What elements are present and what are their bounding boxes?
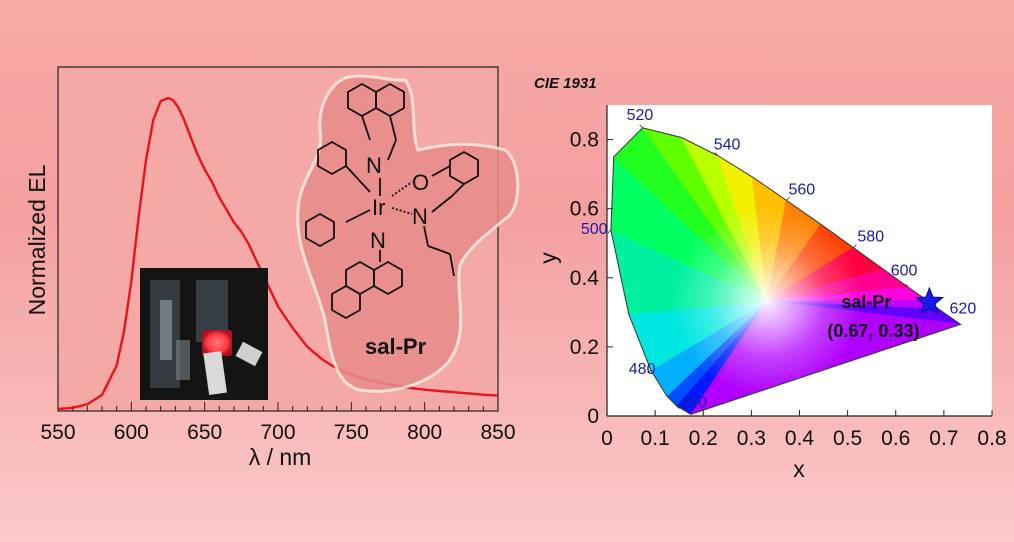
cie-wavelength-label: 600 [891, 262, 918, 279]
cie-wavelength-label: 480 [629, 361, 656, 378]
cie-y-tick-label: 0.8 [570, 129, 599, 152]
cie-wavelength-tick [676, 405, 680, 409]
cie-y-axis: 0 0.2 0.4 0.6 0.8 [570, 129, 613, 428]
cie-x-tick-label: 0 [601, 427, 613, 450]
cie-x-tick-label: 0.3 [737, 427, 766, 450]
cie-x-tick-label: 0.8 [977, 427, 1006, 450]
device-photo-icon [140, 268, 268, 400]
cie-wavelength-label: 520 [627, 107, 654, 124]
molecule-atom-ir: Ir [372, 195, 385, 220]
el-x-tick-label: 800 [407, 421, 442, 444]
molecule-name: sal-Pr [365, 334, 427, 359]
molecule-atom-n2: N [370, 228, 386, 253]
cie-wavelength-tick [607, 229, 612, 234]
cie-wavelength-tick [714, 152, 718, 156]
molecule-structure: N O Ir N N sal-Pr [296, 74, 520, 393]
el-x-tick-label: 550 [40, 421, 75, 444]
cie-y-tick-label: 0.2 [570, 336, 599, 359]
molecule-atom-o: O [412, 170, 429, 195]
cie-point-group: sal-Pr (0.67, 0.33) [827, 286, 945, 341]
cie-x-tick-label: 0.2 [689, 427, 718, 450]
cie-wavelength-tick [939, 309, 943, 313]
el-x-tick-label: 850 [480, 421, 515, 444]
cie-wavelength-tick [905, 284, 910, 288]
cie-wavelength-label: 460 [680, 395, 707, 412]
cie-y-tick-label: 0.6 [570, 198, 599, 221]
cie-wavelength-tick [853, 244, 857, 248]
cie-x-tick-label: 0.7 [929, 427, 958, 450]
el-x-tick-label: 700 [260, 421, 295, 444]
cie-wavelength-label: 560 [789, 181, 816, 198]
cie-y-axis-title: y [535, 252, 561, 264]
el-x-tick-label: 650 [187, 421, 222, 444]
molecule-atom-n3: N [412, 204, 428, 229]
cie-wavelength-label: 580 [857, 229, 884, 246]
molecule-atom-n1: N [366, 153, 382, 178]
cie-x-tick-label: 0.4 [785, 427, 815, 450]
cie-wavelength-labels: 460 480 500 520 540 560 580 600 620 [581, 107, 976, 412]
cie-wavelength-label: 540 [714, 136, 741, 153]
cie-y-tick-label: 0.4 [570, 267, 600, 290]
cie-wavelength-tick [639, 124, 643, 129]
cie-title: CIE 1931 [534, 75, 597, 92]
cie-wavelength-label: 620 [950, 301, 977, 318]
cie-wavelength-tick [647, 369, 652, 374]
cie-y-tick-label: 0 [587, 405, 599, 428]
el-x-axis-title: λ / nm [249, 444, 312, 470]
el-x-axis: 550 600 650 700 750 800 850 [40, 402, 516, 444]
cie-point-coords: (0.67, 0.33) [827, 321, 919, 341]
cie-x-axis-title: x [793, 456, 805, 482]
molecule-halo [296, 74, 520, 393]
cie-x-tick-label: 0.1 [641, 427, 670, 450]
el-y-axis-title: Normalized EL [24, 164, 50, 315]
cie-x-axis: 0 0.1 0.2 0.3 0.4 0.5 0.6 0.7 0.8 [601, 410, 1007, 450]
el-x-tick-label: 600 [114, 421, 149, 444]
el-x-tick-label: 750 [334, 421, 369, 444]
cie-x-tick-label: 0.6 [881, 427, 910, 450]
cie-x-tick-label: 0.5 [833, 427, 862, 450]
cie-wavelength-label: 500 [581, 221, 608, 238]
cie-white-point [672, 205, 863, 396]
cie-wavelength-tick [786, 197, 790, 201]
el-spectrum-chart: 550 600 650 700 750 800 850 Normalized EL λ / … [24, 66, 520, 470]
cie-point-name: sal-Pr [841, 292, 891, 312]
cie-chart: CIE 1931 0 0.1 0.2 0.3 0.4 0.5 0.6 0.7 0.8 00.20… [534, 75, 1007, 482]
cie-point-star [914, 286, 945, 315]
